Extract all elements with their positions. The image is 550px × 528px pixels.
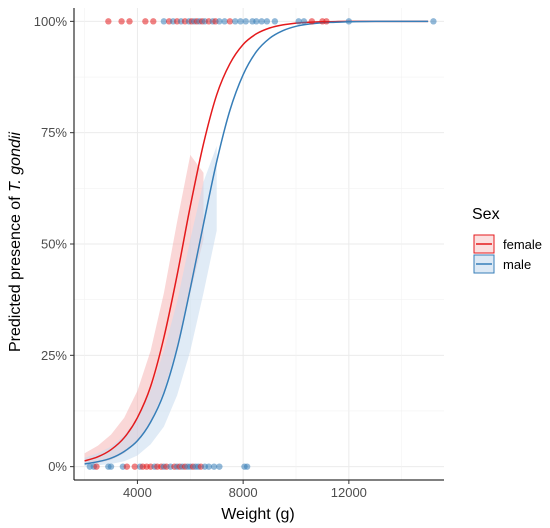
- data-point-59: [232, 18, 239, 25]
- data-point-67: [295, 18, 302, 25]
- data-point-69: [308, 18, 316, 25]
- data-point-30: [205, 463, 212, 470]
- y-axis-title-italic: T. gondii: [7, 132, 24, 192]
- x-tick-label: 8000: [229, 485, 258, 500]
- data-point-72: [345, 18, 353, 25]
- data-point-65: [263, 18, 271, 25]
- x-tick-label: 12000: [331, 485, 367, 500]
- confidence-band-male: [84, 146, 217, 467]
- data-points: [86, 18, 437, 470]
- series-lines: [84, 20, 429, 465]
- y-tick-label: 50%: [41, 237, 67, 252]
- legend-item-male: male: [473, 254, 531, 274]
- data-point-66: [271, 18, 279, 25]
- data-point-32: [216, 463, 223, 470]
- data-point-6: [123, 463, 131, 470]
- axes: 0% 25% 50% 75% 100% 4000 8000 12000: [34, 8, 444, 500]
- data-point-39: [150, 18, 157, 25]
- data-point-37: [126, 18, 133, 25]
- data-point-36: [118, 18, 125, 25]
- y-axis-title-prefix: Predicted presence of: [7, 192, 24, 352]
- data-point-40: [160, 18, 168, 25]
- legend-title: Sex: [472, 206, 500, 223]
- data-point-60: [237, 18, 244, 25]
- x-axis-title: Weight (g): [221, 506, 295, 523]
- data-point-71: [323, 18, 330, 25]
- data-point-58: [226, 18, 234, 25]
- data-point-4: [107, 463, 115, 470]
- data-point-64: [258, 18, 265, 25]
- data-point-2: [93, 463, 100, 470]
- series-line-male: [84, 20, 429, 465]
- x-tick-label: 4000: [123, 485, 152, 500]
- legend-label-male: male: [503, 257, 531, 272]
- y-tick-label: 100%: [34, 14, 68, 29]
- data-point-68: [300, 18, 308, 25]
- data-point-35: [105, 18, 112, 25]
- y-tick-label: 0%: [48, 459, 67, 474]
- y-tick-label: 25%: [41, 348, 67, 363]
- data-point-57: [221, 18, 228, 25]
- data-point-34: [243, 463, 251, 470]
- legend: Sex female male: [472, 206, 542, 274]
- legend-item-female: female: [473, 234, 542, 254]
- data-point-63: [253, 18, 260, 25]
- data-point-7: [131, 463, 138, 470]
- data-point-31: [210, 463, 218, 470]
- data-point-73: [430, 18, 437, 25]
- data-point-56: [216, 18, 223, 25]
- y-tick-label: 75%: [41, 125, 67, 140]
- y-axis-title: Predicted presence of T. gondii: [7, 132, 24, 352]
- data-point-38: [142, 18, 149, 25]
- data-point-61: [242, 18, 249, 25]
- legend-label-female: female: [503, 237, 542, 252]
